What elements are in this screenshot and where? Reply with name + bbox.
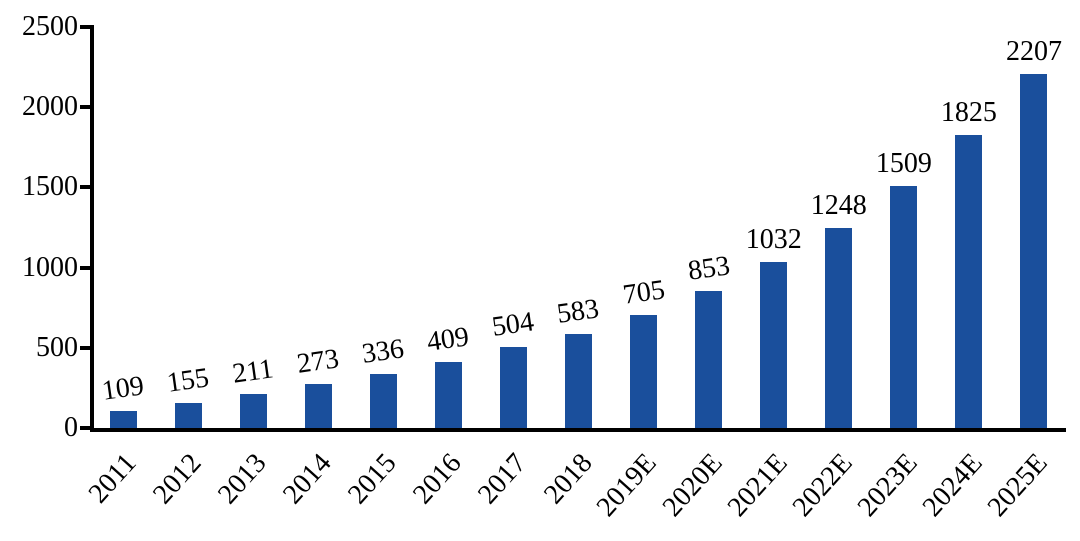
bar: [695, 291, 723, 428]
bar-value-label: 211: [230, 353, 276, 390]
bar-value-label: 705: [620, 274, 667, 311]
bar-value-label: 583: [555, 293, 602, 331]
y-axis-tick: [80, 426, 90, 430]
y-axis-tick: [80, 25, 90, 29]
bar-value-label: 109: [99, 369, 146, 407]
bar-value-label: 1825: [940, 97, 997, 129]
y-axis-tick-label: 1500: [22, 171, 78, 203]
bar: [174, 403, 202, 428]
x-axis-category-label: 2018: [537, 447, 599, 511]
bar-value-label: 1248: [810, 189, 867, 221]
bar-value-label: 409: [425, 321, 472, 359]
x-axis-category-label: 2015: [342, 447, 403, 511]
x-axis-category-label: 2013: [212, 447, 273, 511]
x-axis-category-label: 2022E: [786, 447, 859, 523]
x-axis-category-label: 2024E: [916, 447, 989, 523]
y-axis-tick-label: 0: [64, 412, 78, 443]
bar: [564, 334, 592, 428]
bar: [304, 384, 332, 428]
bar-value-label: 853: [685, 250, 732, 287]
y-axis-tick: [80, 265, 90, 270]
bar-value-label: 155: [165, 362, 211, 399]
bar: [955, 135, 983, 428]
x-axis-category-label: 2016: [407, 447, 468, 511]
bar: [434, 362, 462, 428]
bar: [760, 262, 788, 428]
x-axis-category-label: 2023E: [851, 447, 924, 523]
y-axis-tick: [80, 345, 90, 350]
x-axis-category-label: 2025E: [981, 447, 1054, 523]
y-axis-tick-label: 2000: [22, 91, 78, 123]
bar: [239, 394, 267, 428]
bar: [1020, 73, 1048, 428]
y-axis-tick: [80, 185, 90, 190]
x-axis-category-label: 2021E: [721, 447, 794, 523]
bar-value-label: 2207: [1005, 35, 1062, 67]
bar-value-label: 504: [490, 306, 537, 343]
bar: [369, 374, 397, 428]
x-axis-category-label: 2017: [472, 447, 533, 511]
bar-value-label: 1509: [875, 147, 932, 179]
bar-value-label: 1032: [745, 224, 802, 256]
bar: [825, 227, 853, 428]
bar: [499, 347, 527, 428]
x-axis-category-label: 2019E: [591, 447, 664, 523]
bar-value-label: 273: [295, 343, 342, 380]
bar: [890, 185, 918, 428]
y-axis-tick: [80, 105, 90, 110]
bar: [109, 410, 137, 428]
y-axis-tick-label: 500: [36, 331, 78, 363]
x-axis-category-label: 2012: [147, 447, 208, 511]
x-axis-category-label: 2014: [277, 447, 338, 511]
x-axis-line: [90, 428, 1066, 432]
y-axis-tick-label: 1000: [22, 251, 78, 283]
y-axis-line: [90, 25, 94, 432]
y-axis-tick-label: 2500: [22, 11, 78, 42]
x-axis-category-label: 2011: [82, 447, 143, 510]
bar: [630, 314, 658, 428]
bar-value-label: 336: [360, 333, 407, 370]
x-axis-category-label: 2020E: [656, 447, 729, 523]
